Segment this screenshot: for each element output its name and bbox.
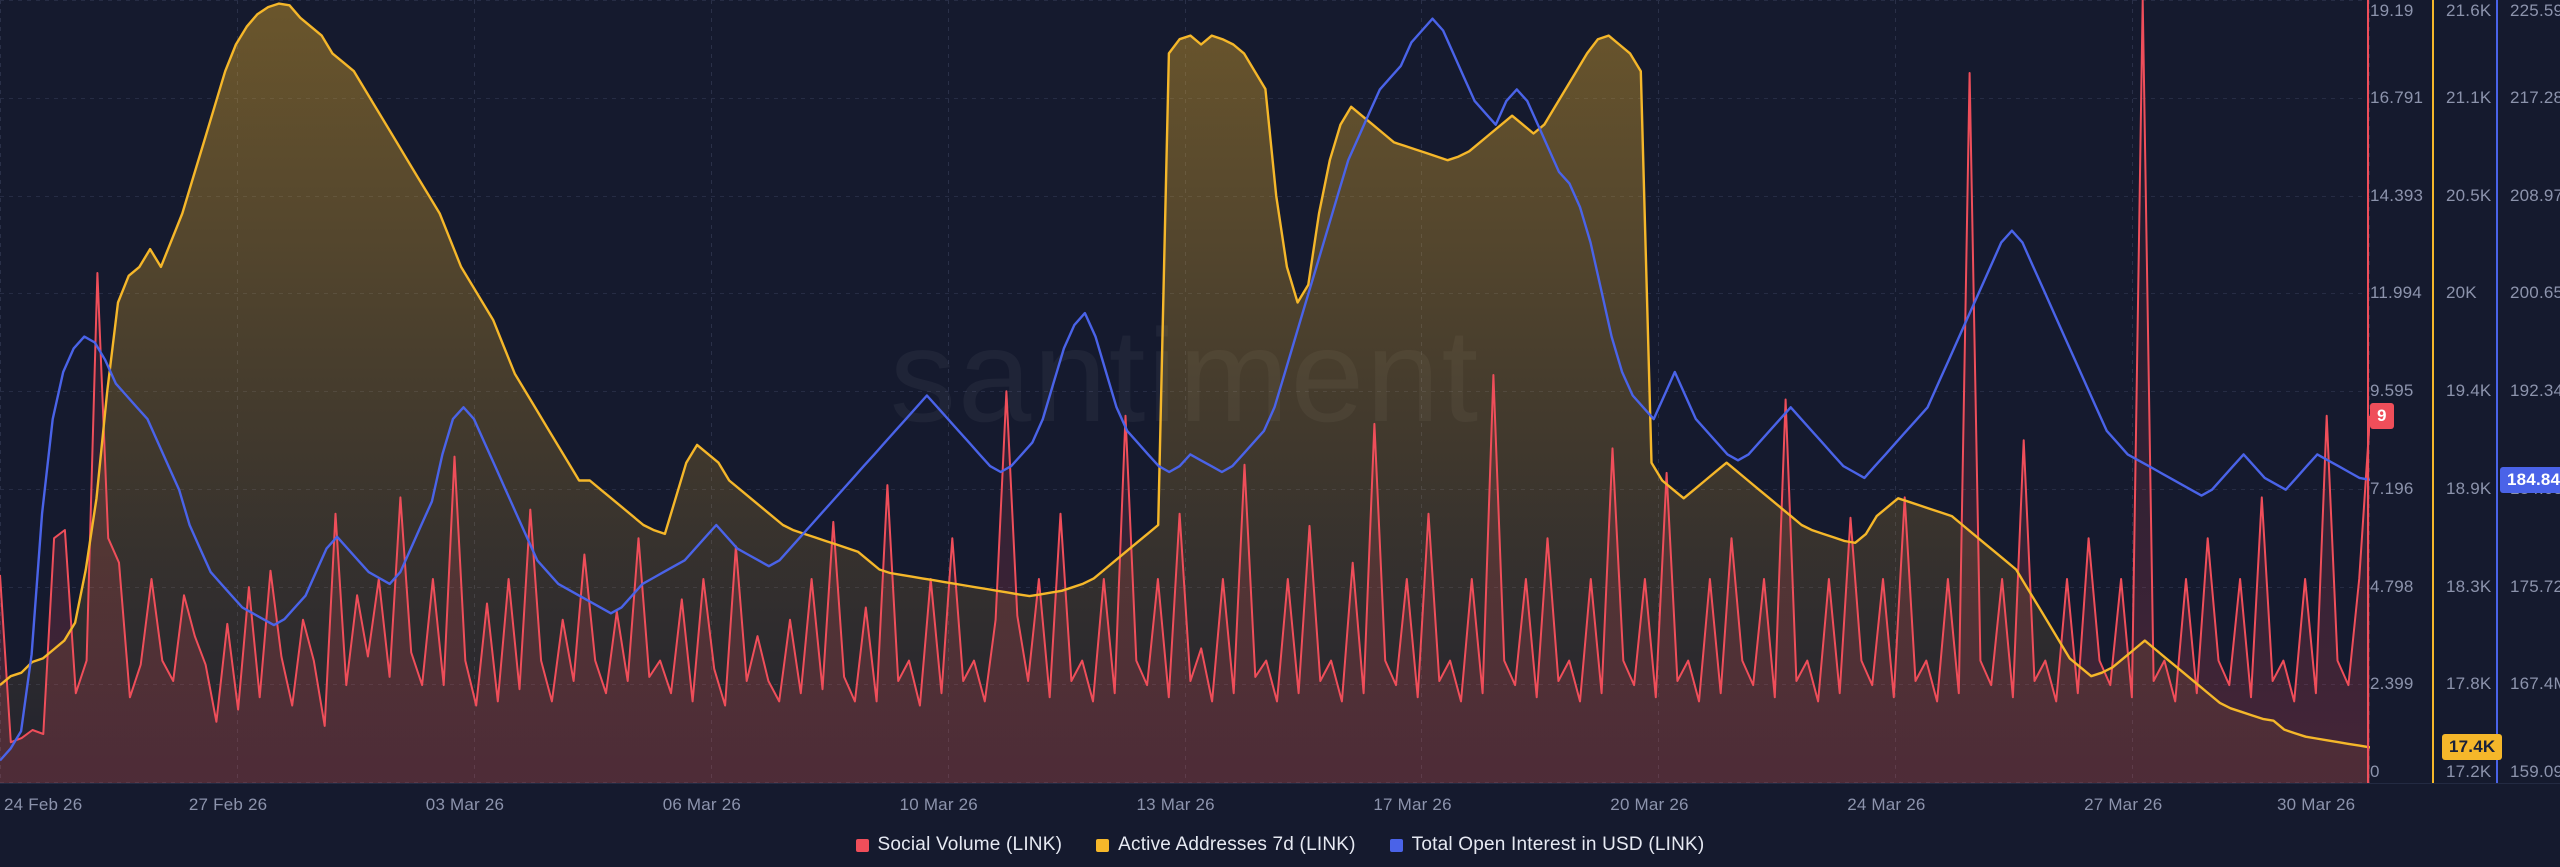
current-value-badge-social-volume: 9 xyxy=(2370,402,2394,429)
axis-tick-label: 4.798 xyxy=(2370,576,2414,596)
axis-tick-label: 200.65M xyxy=(2510,283,2560,303)
x-axis-tick-label: 24 Mar 26 xyxy=(1847,795,1926,814)
legend-color-swatch xyxy=(1389,838,1403,852)
axis-tick-label: 7.196 xyxy=(2370,478,2414,498)
axis-tick-label: 159.09M xyxy=(2510,762,2560,781)
axis-line-yellow xyxy=(2432,0,2434,783)
axis-tick-label: 9.595 xyxy=(2370,381,2414,400)
axis-tick-label: 192.34M xyxy=(2510,381,2560,400)
axis-tick-label: 16.791 xyxy=(2370,87,2424,107)
y-axis-active-addresses[interactable]: 21.6K 21.1K 20.5K 20K 19.4K 18.9K 18.3K 17.8K 17… xyxy=(2432,0,2496,783)
axis-tick-label: 208.97M xyxy=(2510,185,2560,205)
axis-tick-label: 20K xyxy=(2446,283,2477,303)
legend-item-label: Social Volume (LINK) xyxy=(877,834,1063,855)
series-area-active-addresses xyxy=(0,3,2370,783)
y-axis-open-interest[interactable]: 225.59M217.28M208.97M200.65M192.34M184.0… xyxy=(2496,0,2560,783)
x-axis-tick-label: 24 Feb 26 xyxy=(4,795,83,814)
axis-tick-label: 17.8K xyxy=(2446,674,2492,694)
x-axis-tick-label: 17 Mar 26 xyxy=(1373,795,1452,814)
axis-tick-label: 18.9K xyxy=(2446,478,2492,498)
axis-tick-label: 167.4M xyxy=(2510,674,2560,694)
axis-tick-label: 19.4K xyxy=(2446,381,2492,400)
axis-tick-label: 217.28M xyxy=(2510,87,2560,107)
x-axis-tick-label: 27 Mar 26 xyxy=(2084,795,2163,814)
series-line-active-addresses xyxy=(0,2,2370,749)
axis-tick-label: 14.393 xyxy=(2370,185,2424,205)
plot-area[interactable]: santiment xyxy=(0,0,2370,783)
legend-item-label: Total Open Interest in USD (LINK) xyxy=(1411,834,1705,855)
axis-tick-label: 19.19 xyxy=(2370,1,2414,20)
legend-color-swatch xyxy=(1096,838,1110,852)
social-volume-axis-line xyxy=(2367,0,2369,783)
x-axis[interactable]: 24 Feb 26 27 Feb 26 03 Mar 26 06 Mar 26 10 M… xyxy=(0,783,2560,823)
current-value-badge-open-interest: 184.84M xyxy=(2500,466,2560,493)
series-canvas xyxy=(0,0,2370,783)
chart-legend: Social Volume (LINK) Active Addresses 7d … xyxy=(0,823,2560,867)
axis-tick-label: 18.3K xyxy=(2446,576,2492,596)
x-axis-tick-label: 06 Mar 26 xyxy=(662,795,742,814)
axis-tick-label: 21.1K xyxy=(2446,87,2492,107)
axis-tick-label: 0 xyxy=(2370,762,2380,781)
x-axis-tick-label: 13 Mar 26 xyxy=(1136,795,1215,814)
axis-tick-label: 17.2K xyxy=(2446,762,2492,781)
axis-tick-label: 11.994 xyxy=(2370,283,2422,303)
grid-line-horizontal xyxy=(0,0,2370,1)
axis-tick-label: 225.59M xyxy=(2510,1,2560,20)
legend-color-swatch xyxy=(855,838,869,852)
x-axis-tick-label: 27 Feb 26 xyxy=(188,795,268,814)
series-line-social-volume xyxy=(0,0,2370,744)
axis-tick-label: 2.399 xyxy=(2370,674,2414,694)
x-axis-tick-label: 03 Mar 26 xyxy=(425,795,505,814)
axis-tick-label: 21.6K xyxy=(2446,1,2492,20)
x-axis-tick-label: 30 Mar 26 xyxy=(2277,795,2356,814)
axis-tick-label: 175.72M xyxy=(2510,576,2560,596)
legend-item[interactable]: Active Addresses 7d (LINK) xyxy=(1096,834,1356,856)
x-axis-tick-label: 10 Mar 26 xyxy=(899,795,978,814)
legend-item-label: Active Addresses 7d (LINK) xyxy=(1118,834,1356,855)
y-axes: 19.19 16.791 14.393 11.994 9.595 7.196 4.798 2.… xyxy=(2370,0,2560,783)
series-line-open-interest xyxy=(0,17,2370,762)
axis-tick-label: 20.5K xyxy=(2446,185,2492,205)
axis-line-blue xyxy=(2496,0,2498,783)
y-axis-social-volume[interactable]: 19.19 16.791 14.393 11.994 9.595 7.196 4.798 2.… xyxy=(2370,0,2432,783)
x-axis-tick-label: 20 Mar 26 xyxy=(1610,795,1689,814)
legend-item[interactable]: Social Volume (LINK) xyxy=(855,834,1063,856)
current-value-badge-active-addresses: 17.4K xyxy=(2442,734,2503,761)
legend-item[interactable]: Total Open Interest in USD (LINK) xyxy=(1389,834,1705,856)
